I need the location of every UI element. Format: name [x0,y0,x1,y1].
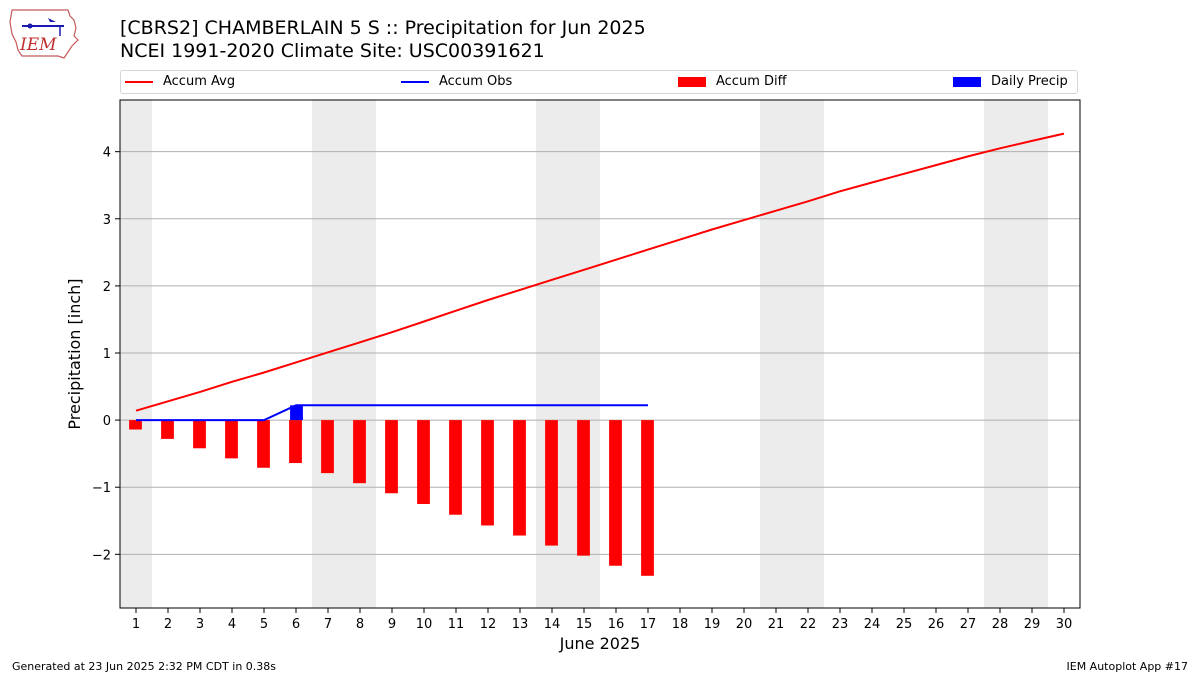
legend-swatch-accum-avg [125,80,153,83]
accum-diff-bar [577,420,590,556]
legend-swatch-accum-obs [401,80,429,83]
x-tick-label: 15 [576,617,593,632]
gridlines [120,151,1080,555]
y-tick-label: 0 [103,414,111,429]
x-tick-label: 17 [640,617,657,632]
x-tick-label: 6 [292,617,300,632]
weekend-band [760,100,824,608]
legend-item-accum-obs: Accum Obs [401,74,512,89]
x-tick-label: 18 [672,617,689,632]
accum-diff-bar [161,420,174,439]
legend-label: Accum Avg [163,74,236,89]
x-tick-label: 2 [164,617,172,632]
accum-diff-bar [481,420,494,526]
accum-diff-bar [193,420,206,449]
x-tick-label: 24 [864,617,881,632]
plot-frame [119,99,1081,609]
bars [129,405,654,576]
chart-subtitle: NCEI 1991-2020 Climate Site: USC00391621 [120,40,545,62]
x-tick-label: 7 [324,617,332,632]
y-tick-label: 3 [103,213,111,228]
legend-label: Accum Obs [439,74,513,89]
legend-swatch-daily-precip [953,76,981,87]
weekend-band [984,100,1048,608]
x-tick-label: 25 [896,617,913,632]
accum-diff-bar [513,420,526,536]
accum-diff-bar [385,420,398,494]
x-tick-label: 14 [544,617,561,632]
iowa-outline-icon [9,9,79,59]
x-tick-label: 5 [260,617,268,632]
accum-diff-bar [641,420,654,576]
legend-swatch-accum-diff [678,76,706,87]
y-tick-label: 4 [103,146,111,161]
footer-generated-text: Generated at 23 Jun 2025 2:32 PM CDT in … [12,660,277,673]
accum-diff-bar [225,420,238,459]
y-axis-label: Precipitation [inch] [65,278,84,429]
x-tick-label: 13 [512,617,529,632]
x-tick-label: 22 [800,617,817,632]
accum-diff-bar [609,420,622,566]
x-tick-label: 16 [608,617,625,632]
y-tick-label: −2 [92,548,111,563]
x-tick-label: 30 [1056,617,1073,632]
accum-diff-bar [417,420,430,504]
x-tick-label: 4 [228,617,236,632]
x-tick-label: 26 [928,617,945,632]
accum-diff-bar [257,420,270,468]
accum-diff-bar [545,420,558,546]
logo-text: IEM [19,35,57,55]
y-axis: −2 −1 0 1 2 3 4 [92,146,120,563]
x-tick-label: 29 [1024,617,1041,632]
accum-avg-line [135,132,1065,412]
iem-logo: IEM [9,9,79,59]
legend: Accum Avg Accum Obs Accum Diff Daily Pre… [120,70,1078,94]
series-lines [135,132,1065,422]
x-tick-label: 28 [992,617,1009,632]
x-tick-label: 23 [832,617,849,632]
footer-app-text: IEM Autoplot App #17 [1066,660,1189,673]
legend-label: Accum Diff [716,74,787,89]
x-tick-label: 10 [416,617,433,632]
x-tick-label: 3 [196,617,204,632]
x-tick-label: 11 [448,617,465,632]
legend-item-accum-diff: Accum Diff [678,74,787,89]
chart-title: [CBRS2] CHAMBERLAIN 5 S :: Precipitation… [120,17,646,39]
legend-label: Daily Precip [991,74,1068,89]
x-tick-label: 9 [388,617,396,632]
accum-obs-line [136,404,648,422]
daily-precip-bar [290,405,303,421]
accum-diff-bar [449,420,462,515]
x-tick-label: 1 [132,617,140,632]
accum-diff-bar [289,420,302,464]
weekend-band [120,100,152,608]
y-tick-label: 1 [103,347,111,362]
accum-diff-bar [321,420,334,474]
accum-diff-bar [129,420,142,430]
x-tick-label: 12 [480,617,497,632]
y-tick-label: −1 [92,481,111,496]
x-tick-label: 20 [736,617,753,632]
x-axis-label: June 2025 [559,634,641,653]
y-tick-label: 2 [103,280,111,295]
accum-diff-bar [353,420,366,484]
x-tick-label: 19 [704,617,721,632]
x-tick-label: 21 [768,617,785,632]
x-tick-label: 8 [356,617,364,632]
x-tick-label: 27 [960,617,977,632]
legend-item-accum-avg: Accum Avg [125,74,235,89]
x-axis: 1 2 3 4 5 6 7 8 9 10 11 12 13 14 15 16 17 18 19 20 21 22 23 24 2… [132,608,1072,632]
legend-item-daily-precip: Daily Precip [953,74,1068,89]
